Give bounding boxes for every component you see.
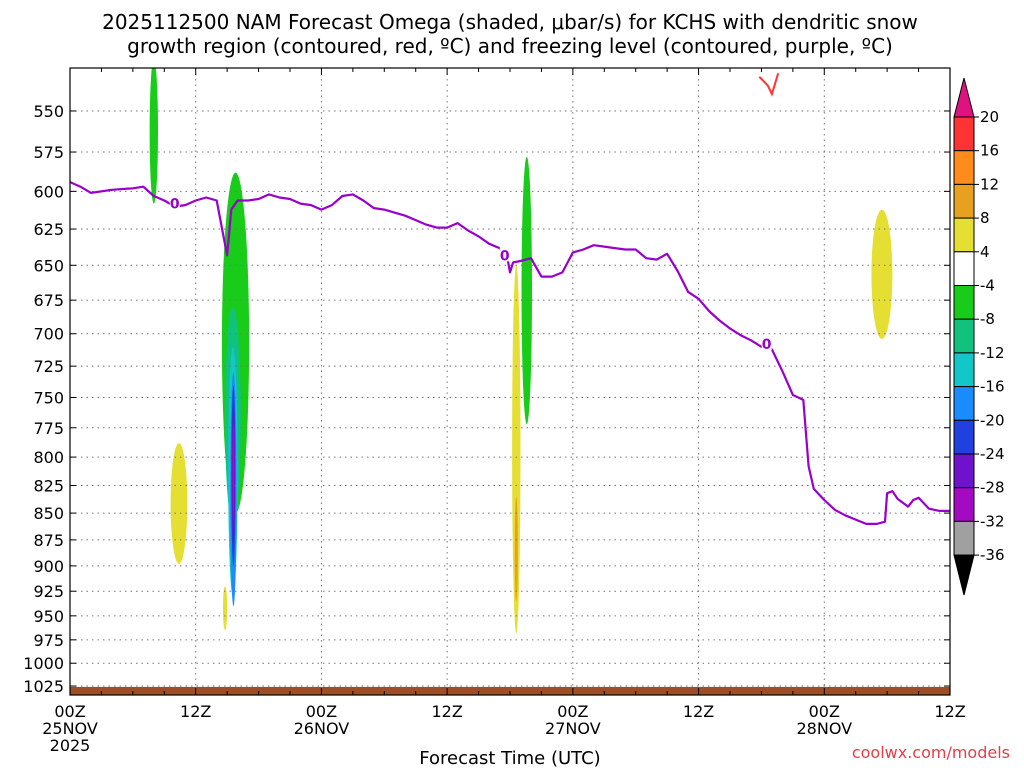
- colorbar-band-5: [953, 251, 975, 287]
- x-tick-label-0-1: 25NOV: [42, 719, 98, 738]
- colorbar-band-12: [953, 487, 975, 522]
- colorbar-band-0: [953, 77, 975, 118]
- y-tick-label-850: 850: [33, 504, 64, 523]
- colorbar-label-1: 16: [980, 142, 999, 160]
- x-axis-title: Forecast Time (UTC): [419, 748, 600, 768]
- freezing-contour-label-0: 0: [170, 197, 180, 213]
- y-tick-label-625: 625: [33, 220, 64, 239]
- y-tick-label-550: 550: [33, 102, 64, 121]
- colorbar-label-13: -36: [980, 546, 1005, 564]
- colorbar-label-6: -8: [980, 310, 995, 328]
- y-tick-label-725: 725: [33, 357, 64, 376]
- y-tick-label-775: 775: [33, 419, 64, 438]
- omega-region-2: [521, 156, 532, 425]
- y-tick-label-650: 650: [33, 256, 64, 275]
- y-tick-label-800: 800: [33, 448, 64, 467]
- y-tick-label-825: 825: [33, 477, 64, 496]
- y-tick-label-1025: 1025: [23, 677, 64, 696]
- omega-region-10: [222, 586, 228, 631]
- x-tick-label-48-1: 27NOV: [545, 719, 601, 738]
- colorbar-band-13: [953, 520, 975, 556]
- colorbar-band-9: [953, 386, 975, 421]
- y-tick-label-575: 575: [33, 143, 64, 162]
- y-tick-label-750: 750: [33, 388, 64, 407]
- y-tick-label-1000: 1000: [23, 654, 64, 673]
- colorbar-band-4: [953, 217, 975, 253]
- omega-region-0: [149, 68, 158, 204]
- x-tick-label-48-0: 00Z: [557, 702, 588, 721]
- colorbar-band-1: [953, 116, 975, 152]
- y-tick-label-900: 900: [33, 557, 64, 576]
- x-tick-label-24-1: 26NOV: [294, 719, 350, 738]
- colorbar-label-4: 4: [980, 243, 990, 261]
- colorbar-band-8: [953, 352, 975, 388]
- freezing-level-line: [70, 181, 950, 526]
- y-tick-label-675: 675: [33, 291, 64, 310]
- y-axis: 550 575 600 625 650 675 700 725 750 775 800 825 850 8…: [23, 102, 950, 696]
- colorbar-label-10: -24: [980, 445, 1005, 463]
- colorbar-band-3: [953, 183, 975, 219]
- y-tick-label-950: 950: [33, 607, 64, 626]
- colorbar-label-12: -32: [980, 512, 1005, 530]
- plot-frame: [69, 67, 951, 696]
- gridlines: [70, 68, 950, 695]
- omega-region-9: [170, 443, 188, 564]
- colorbar-label-2: 12: [980, 175, 999, 193]
- omega-region-13: [871, 209, 893, 340]
- credit-text: coolwx.com/models: [852, 743, 1010, 762]
- x-tick-label-60-0: 12Z: [683, 702, 714, 721]
- ground-layer: [70, 686, 950, 695]
- x-tick-label-0-0: 00Z: [54, 702, 85, 721]
- omega-region-12: [514, 496, 518, 602]
- dendritic-contour: [758, 73, 780, 97]
- y-tick-label-700: 700: [33, 325, 64, 344]
- colorbar-band-6: [953, 285, 975, 320]
- x-tick-label-36-0: 12Z: [431, 702, 462, 721]
- colorbar-band-11: [953, 453, 975, 489]
- freezing-contour-label-2: 0: [762, 337, 772, 353]
- colorbar-band-7: [953, 318, 975, 354]
- colorbar-label-7: -12: [980, 344, 1005, 362]
- colorbar-label-9: -20: [980, 411, 1005, 429]
- x-tick-label-72-0: 00Z: [809, 702, 840, 721]
- contour-layer: 0 0 0: [70, 73, 950, 526]
- freezing-label-bg-2: [761, 336, 772, 351]
- colorbar-band-14: [953, 554, 975, 596]
- x-tick-label-84-0: 12Z: [934, 702, 965, 721]
- ground-fill: [70, 686, 950, 695]
- colorbar-band-10: [953, 419, 975, 455]
- x-tick-label-12-0: 12Z: [180, 702, 211, 721]
- y-tick-label-925: 925: [33, 582, 64, 601]
- x-tick-label-0-2: 2025: [50, 736, 91, 755]
- colorbar-label-11: -28: [980, 479, 1005, 497]
- freezing-label-bg-1: [499, 247, 510, 262]
- omega-region-11: [512, 265, 521, 634]
- colorbar-label-5: -4: [980, 277, 995, 295]
- colorbar-label-0: 20: [980, 108, 999, 126]
- y-tick-label-975: 975: [33, 631, 64, 650]
- chart-title-line-2: growth region (contoured, red, ºC) and f…: [127, 34, 893, 58]
- colorbar-label-3: 8: [980, 209, 990, 227]
- colorbar-band-2: [953, 150, 975, 185]
- colorbar-label-8: -16: [980, 378, 1005, 396]
- freezing-label-bg-0: [169, 195, 180, 210]
- omega-shading-layer: [149, 68, 893, 634]
- colorbar: 20 16 12 8 4 -4 -8 -12 -16 -20 -24 -28 -32 -36: [953, 77, 1005, 596]
- x-tick-label-72-1: 28NOV: [796, 719, 852, 738]
- freezing-contour-label-1: 0: [500, 248, 510, 264]
- x-tick-label-24-0: 00Z: [306, 702, 337, 721]
- y-tick-label-875: 875: [33, 531, 64, 550]
- chart-title-line-1: 2025112500 NAM Forecast Omega (shaded, μ…: [102, 10, 918, 34]
- omega-region-8: [232, 421, 235, 519]
- y-tick-label-600: 600: [33, 182, 64, 201]
